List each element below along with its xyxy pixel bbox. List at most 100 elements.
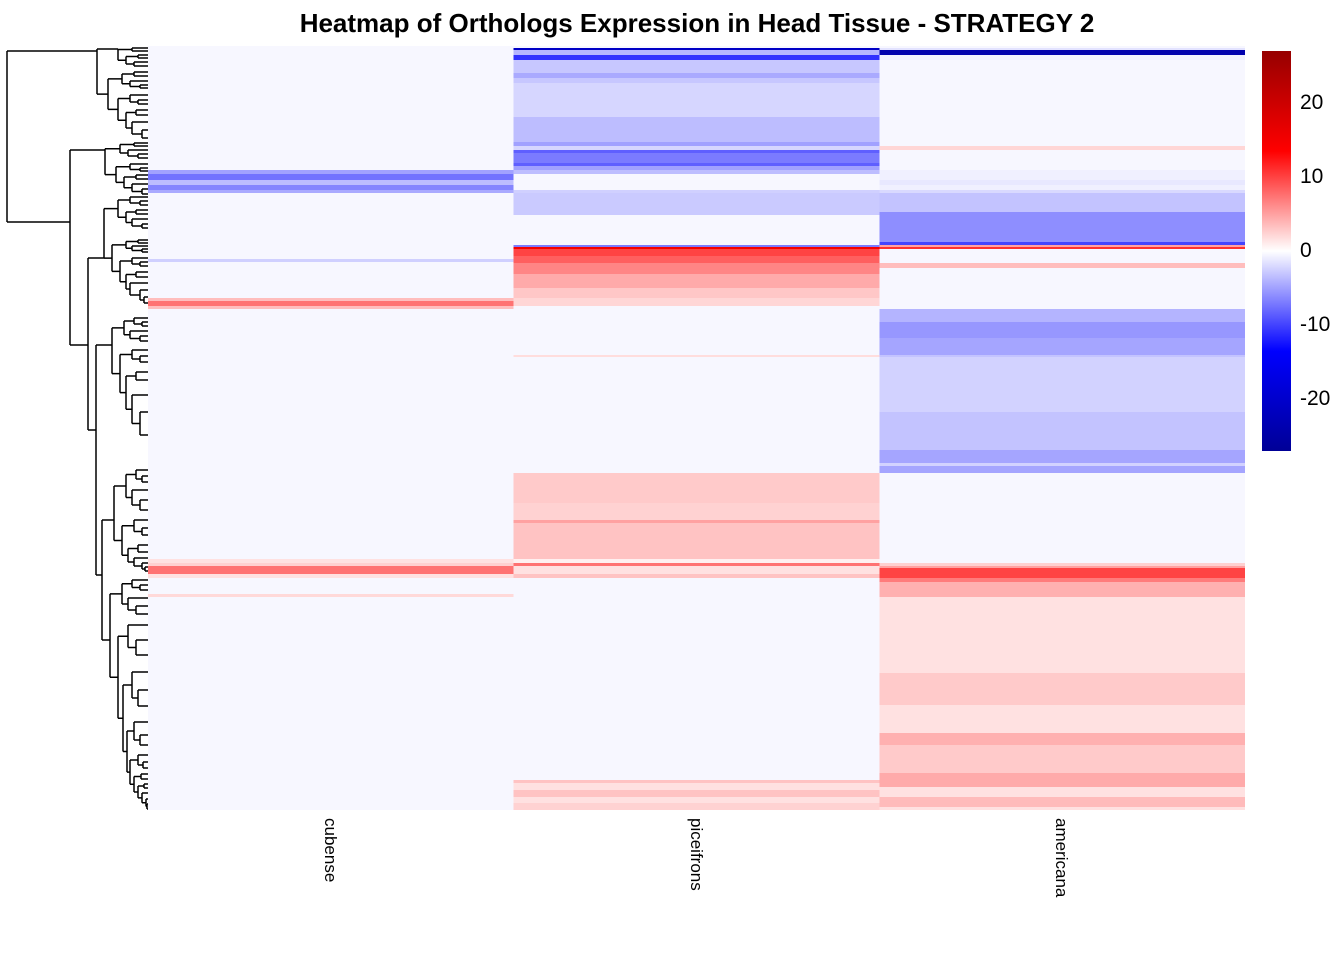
heatmap-band-cell [513,594,880,597]
heatmap-band-cell [879,783,1245,787]
heatmap-band-cell [148,142,515,146]
heatmap-band-cell [148,153,515,163]
heatmap-band-cell [148,262,515,263]
heatmap-band-cell [879,146,1245,150]
heatmap-band-cell [148,745,515,773]
heatmap-band-cell [513,582,880,594]
heatmap-band-cell [148,463,515,466]
heatmap-band-cell [513,247,880,249]
heatmap-band-cell [513,355,880,357]
heatmap-band-cell [513,523,880,559]
heatmap-band-cell [513,787,880,790]
heatmap-band-cell [513,473,880,503]
heatmap-band-cell [879,78,1245,83]
heatmap-band-cell [513,249,880,256]
heatmap-band-cell [513,163,880,166]
heatmap-band-cell [879,268,1245,274]
heatmap-band-cell [879,48,1245,50]
colorbar-legend [1262,51,1291,451]
heatmap-band-cell [879,117,1245,142]
heatmap-band-cell [513,597,880,673]
heatmap-band-cell [513,153,880,163]
heatmap-band-cell [148,357,515,412]
heatmap-band-cell [513,797,880,803]
heatmap-band-cell [879,563,1245,566]
heatmap-band-cell [513,166,880,170]
heatmap-band-cell [148,263,515,268]
heatmap-band-cell [513,463,880,466]
heatmap-band-cell [879,245,1245,247]
heatmap-band-cell [879,568,1245,574]
heatmap-band-cell [148,773,515,780]
heatmap-band-cell [879,790,1245,797]
heatmap-band-cell [148,150,515,153]
colorbar-tick-10: 10 [1300,165,1324,189]
heatmap-band-cell [513,733,880,745]
heatmap-band-cell [879,797,1245,803]
heatmap-band-cell [513,46,880,48]
heatmap-band-cell [513,55,880,60]
row-dendrogram [6,47,148,810]
heatmap-band-cell [879,578,1245,582]
heatmap-band-cell [879,582,1245,594]
heatmap-band-cell [148,247,515,249]
heatmap-band-cell [879,355,1245,357]
heatmap-band-cell [148,245,515,247]
heatmap-band-cell [879,301,1245,306]
colorbar-tick--10: -10 [1300,312,1331,336]
chart-title: Heatmap of Orthologs Expression in Head … [299,8,1095,38]
heatmap-band-cell [513,215,880,242]
heatmap-band-cell [148,306,515,309]
heatmap-band-cell [148,242,515,245]
heatmap-band-cell [513,566,880,568]
heatmap-band-cell [879,259,1245,262]
heatmap-band-cell [879,566,1245,568]
heatmap-band-cell [148,466,515,473]
heatmap-band-cell [513,773,880,780]
heatmap-band-cell [148,212,515,215]
heatmap-band-cell [148,50,515,55]
heatmap-band-cell [148,117,515,142]
heatmap-band-cell [879,190,1245,193]
heatmap-band-cell [148,215,515,242]
heatmap-band-cell [513,174,880,180]
heatmap-band-cell [148,430,515,450]
heatmap-band-cell [513,412,880,430]
heatmap-band-cell [879,309,1245,322]
heatmap-band-cell [148,166,515,170]
heatmap-band-cell [148,566,515,568]
heatmap-cells [148,46,1245,810]
heatmap-band-cell [513,520,880,523]
heatmap-band-cell [148,559,515,563]
heatmap-band-cell [513,503,880,520]
heatmap-band-cell [879,733,1245,745]
heatmap-band-cell [879,46,1245,48]
heatmap-band-cell [513,50,880,55]
heatmap-band-cell [148,803,515,807]
heatmap-band-cell [513,212,880,215]
heatmap-band-cell [513,745,880,773]
heatmap-band-cell [879,262,1245,263]
heatmap-band-cell [148,574,515,578]
heatmap-band-cell [879,450,1245,463]
heatmap-band-cell [513,338,880,355]
heatmap-band-cell [148,298,515,301]
heatmap-band-cell [513,193,880,212]
heatmap-band-cell [513,190,880,193]
heatmap-band-cell [148,185,515,190]
heatmap-band-cell [879,142,1245,146]
heatmap-band-cell [879,673,1245,705]
heatmap-band-cell [513,146,880,150]
heatmap-band-cell [148,170,515,174]
heatmap-band-cell [513,357,880,412]
heatmap-band-cell [879,180,1245,185]
heatmap-band-cell [879,523,1245,559]
heatmap-band-cell [513,245,880,247]
heatmap-band-cell [879,73,1245,78]
column-label-cubense: cubense [320,818,340,883]
heatmap-band-cell [148,568,515,574]
heatmap-band-cell [879,412,1245,430]
heatmap-band-cell [879,357,1245,412]
heatmap-band-cell [513,466,880,473]
